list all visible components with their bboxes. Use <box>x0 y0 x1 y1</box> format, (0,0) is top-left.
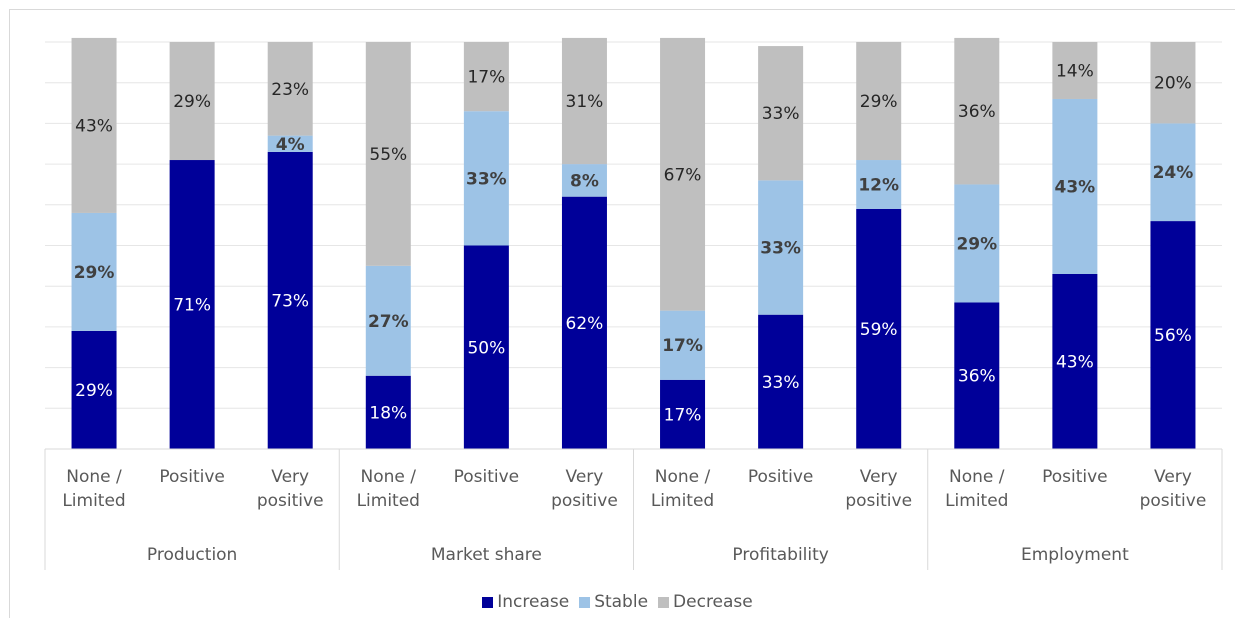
legend-label: Increase <box>497 592 570 612</box>
value-label: 12% <box>858 175 899 195</box>
bar-segment <box>365 42 411 266</box>
value-label: 67% <box>664 165 702 185</box>
bar-segment <box>561 164 607 197</box>
x-tick-label: Very positive <box>256 467 324 511</box>
value-label: 36% <box>958 102 996 122</box>
bar-segment <box>365 375 411 449</box>
bar-segment <box>954 184 1000 303</box>
bar-segment <box>954 302 1000 449</box>
legend-swatch <box>658 596 670 608</box>
bar-segment <box>71 37 117 213</box>
x-tick-label: None / Limited <box>945 467 1009 511</box>
bar-segment <box>561 37 607 165</box>
x-tick-label: None / Limited <box>356 467 420 511</box>
group-label: Employment <box>1021 545 1129 565</box>
value-label: 36% <box>958 367 996 387</box>
x-tick-label: Positive <box>747 467 814 487</box>
value-label: 71% <box>173 296 211 316</box>
value-label: 50% <box>467 338 505 358</box>
x-tick-label: Positive <box>1042 467 1108 487</box>
bar-segment <box>856 42 902 161</box>
bar-segment <box>169 160 215 449</box>
value-label: 29% <box>75 381 113 401</box>
bar-segment <box>1150 221 1196 449</box>
x-tick-label: Very positive <box>845 467 913 511</box>
bar-segment <box>1052 98 1098 274</box>
value-label: 55% <box>369 145 407 165</box>
legend-label: Decrease <box>673 592 753 612</box>
legend-item: Decrease <box>658 592 753 612</box>
bar-segment <box>1150 123 1196 222</box>
value-label: 29% <box>956 234 997 254</box>
x-tick-label: Very positive <box>1139 467 1207 511</box>
bar-segment <box>267 42 313 136</box>
value-label: 8% <box>570 171 599 191</box>
value-label: 33% <box>762 104 800 124</box>
value-label: 29% <box>173 92 211 112</box>
bar-segment <box>660 310 706 380</box>
bar-segment <box>561 196 607 449</box>
value-label: 27% <box>368 312 409 332</box>
bar-segment <box>71 330 117 449</box>
value-label: 17% <box>467 68 505 88</box>
value-label: 33% <box>760 239 801 259</box>
value-label: 56% <box>1154 326 1192 346</box>
bar-segment <box>71 212 117 331</box>
bar-segment <box>660 379 706 449</box>
bar-segment <box>954 37 1000 185</box>
bar-segment <box>1052 273 1098 449</box>
value-label: 17% <box>662 336 703 356</box>
bar-segment <box>267 151 313 449</box>
value-label: 31% <box>566 92 604 112</box>
value-label: 24% <box>1153 163 1194 183</box>
legend-item: Increase <box>482 592 569 612</box>
chart-frame <box>9 9 1235 618</box>
bar-segment <box>758 180 804 315</box>
value-label: 43% <box>75 116 113 136</box>
value-label: 29% <box>860 92 898 112</box>
bar-segment <box>169 42 215 161</box>
value-label: 23% <box>271 80 309 100</box>
bar-segment <box>463 42 509 112</box>
bar-segment <box>660 37 706 311</box>
group-label: Market share <box>430 545 542 565</box>
x-tick-label: None / Limited <box>62 467 126 511</box>
legend-swatch <box>482 596 494 608</box>
value-label: 59% <box>860 320 898 340</box>
value-label: 14% <box>1056 61 1094 81</box>
bar-segment <box>267 135 313 152</box>
x-tick-label: Positive <box>159 467 225 487</box>
value-label: 4% <box>276 135 305 155</box>
value-label: 33% <box>762 373 800 393</box>
value-label: 43% <box>1056 352 1094 372</box>
legend: Increase Stable Decrease <box>0 592 1235 612</box>
bar-segment <box>856 208 902 449</box>
bar-segment <box>758 314 804 449</box>
bar-segment <box>463 111 509 246</box>
bar-segment <box>463 245 509 449</box>
legend-label: Stable <box>594 592 649 612</box>
value-label: 29% <box>74 263 115 283</box>
bar-segment <box>758 46 804 181</box>
value-label: 62% <box>566 314 604 334</box>
bar-segment <box>1150 42 1196 124</box>
x-tick-label: Positive <box>453 467 520 487</box>
legend-item: Stable <box>579 592 648 612</box>
value-label: 43% <box>1055 177 1096 197</box>
legend-swatch <box>579 596 591 608</box>
value-label: 18% <box>369 403 407 423</box>
x-tick-label: Very positive <box>551 467 618 511</box>
bar-segment <box>365 265 411 376</box>
value-label: 73% <box>271 291 309 311</box>
bar-segment <box>1052 42 1098 99</box>
bar-segment <box>856 160 902 209</box>
group-label: Profitability <box>732 545 829 565</box>
group-label: Production <box>146 545 238 565</box>
value-label: 17% <box>664 405 702 425</box>
x-tick-label: None / Limited <box>650 467 715 511</box>
value-label: 33% <box>466 169 507 189</box>
value-label: 20% <box>1154 74 1192 94</box>
